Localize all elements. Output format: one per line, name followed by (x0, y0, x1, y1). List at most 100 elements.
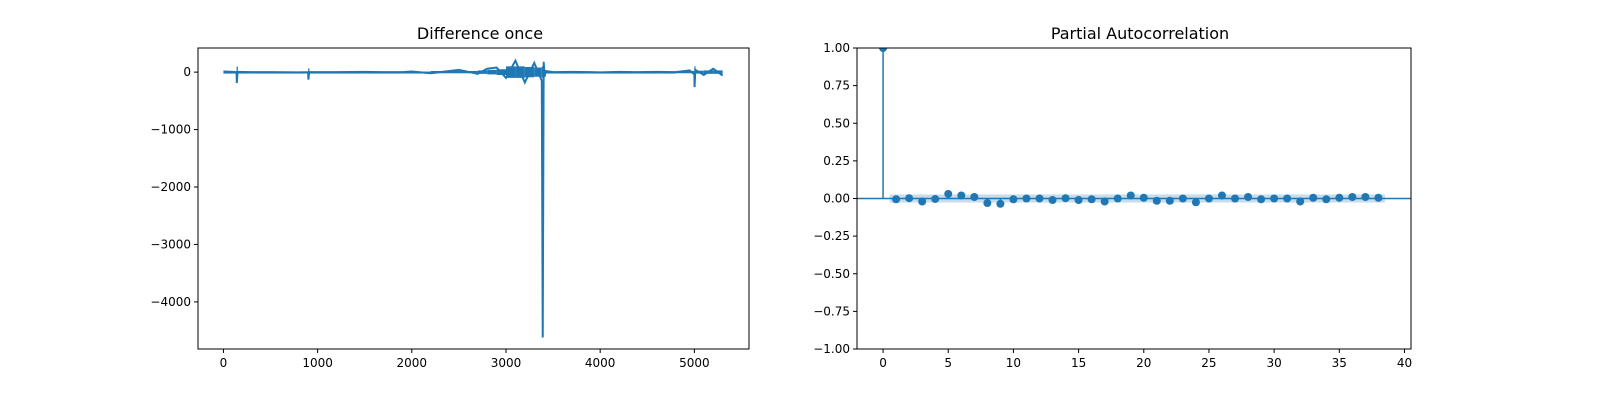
series-noise-band (383, 71, 403, 74)
series-noise-band (477, 70, 488, 74)
stem-point (1165, 196, 1174, 205)
series-noise-band (223, 71, 233, 74)
x-tick-label: 5 (944, 356, 952, 370)
difference-chart: Difference once 0 1000 2000 3000 4000 5000 0 −1… (150, 24, 750, 370)
x-tick-label: 35 (1332, 356, 1347, 370)
stem-point (1009, 195, 1018, 204)
stem-point (1022, 194, 1031, 203)
series-noise-band (637, 71, 657, 74)
stem-point (996, 199, 1005, 208)
stem-point (1087, 195, 1096, 204)
x-tick-label: 1000 (302, 356, 333, 370)
series-noise-band (619, 71, 638, 74)
y-tick-label: −4000 (150, 295, 191, 309)
stem-point (1270, 194, 1279, 203)
stem-point (1113, 194, 1122, 203)
x-tick-label: 20 (1136, 356, 1151, 370)
stem-point (1217, 191, 1226, 200)
stem-point (1074, 196, 1083, 204)
series-noise-band (232, 71, 237, 74)
series-noise-band (251, 71, 271, 74)
x-tick-label: 0 (879, 356, 887, 370)
series-noise-band (695, 70, 704, 74)
y-tick-label: 0.50 (823, 116, 850, 130)
series-noise-band (544, 69, 546, 75)
stem-point (1100, 197, 1109, 206)
x-tick-label: 30 (1266, 356, 1281, 370)
y-tick-label: −1.00 (813, 342, 850, 356)
x-tick-label: 40 (1397, 356, 1412, 370)
series-noise-band (458, 70, 478, 74)
stem-point (1361, 193, 1370, 201)
stem-point (1191, 198, 1200, 207)
x-tick-label: 2000 (397, 356, 428, 370)
series-noise-band (496, 69, 506, 75)
series-noise-band (430, 70, 459, 74)
stem-point (892, 195, 901, 204)
series-noise-band (487, 69, 497, 75)
series-noise-band (534, 67, 542, 77)
x-tick-label: 25 (1201, 356, 1216, 370)
plot-frame (197, 47, 750, 350)
stem-point (1231, 194, 1240, 203)
plot-content (857, 48, 1411, 208)
y-tick-label: 0.25 (823, 154, 850, 168)
series-noise-band (336, 71, 365, 74)
x-tick-label: 15 (1071, 356, 1086, 370)
series-noise-band (600, 71, 620, 74)
series-noise-band (308, 68, 310, 76)
x-tick-label: 3000 (491, 356, 522, 370)
series-noise-band (515, 66, 525, 78)
stem-point (1283, 194, 1292, 203)
series-noise-band (364, 71, 384, 74)
series-noise-band (505, 66, 516, 78)
stem-point (1152, 196, 1161, 205)
stem-point (957, 191, 966, 200)
series-noise-band (309, 71, 337, 74)
plot-content (223, 58, 724, 338)
series-noise-band (656, 71, 676, 74)
stem-point (1035, 194, 1044, 203)
series-noise-band (703, 70, 714, 74)
stem-point (983, 199, 992, 208)
series-noise-band (270, 71, 299, 74)
series-noise-band (553, 71, 572, 74)
y-tick-label: 0.75 (823, 79, 850, 93)
series-noise-band (689, 70, 695, 74)
series-noise-band (236, 66, 238, 78)
series-noise-band (402, 71, 412, 74)
y-tick-label: 1.00 (823, 41, 850, 55)
stem-point (1348, 193, 1357, 201)
series-noise-band (298, 71, 309, 74)
series-noise-band (543, 66, 545, 78)
series-line (223, 58, 724, 338)
x-tick-label: 0 (220, 356, 228, 370)
y-tick-label: −1000 (150, 123, 191, 137)
y-tick-label: −0.25 (813, 229, 850, 243)
stem-point (970, 193, 979, 201)
series-noise-band (237, 71, 252, 74)
y-tick-label: 0 (183, 65, 191, 79)
chart-title: Partial Autocorrelation (1051, 24, 1229, 43)
stem-point (1374, 193, 1383, 202)
series-noise-band (524, 66, 535, 78)
series-noise-band (541, 66, 543, 78)
stem-point (944, 189, 953, 198)
y-tick-label: −2000 (150, 180, 191, 194)
stem-point (1296, 197, 1305, 206)
series-noise-band (411, 71, 431, 74)
chart-title: Difference once (417, 24, 543, 43)
stem-point (1257, 195, 1266, 204)
y-tick-label: −0.75 (813, 304, 850, 318)
stem-point (1322, 195, 1331, 204)
x-tick-label: 5000 (679, 356, 710, 370)
pacf-chart: Partial Autocorrelation 0 5 10 15 20 25 30 35 40… (813, 24, 1412, 370)
stem-point (1309, 193, 1318, 202)
stem-point (1139, 193, 1148, 202)
series-noise-band (590, 71, 601, 74)
series-noise-band (571, 71, 591, 74)
stem-point (1126, 191, 1135, 200)
stem-point (1244, 193, 1253, 201)
series-noise-band (694, 66, 696, 78)
